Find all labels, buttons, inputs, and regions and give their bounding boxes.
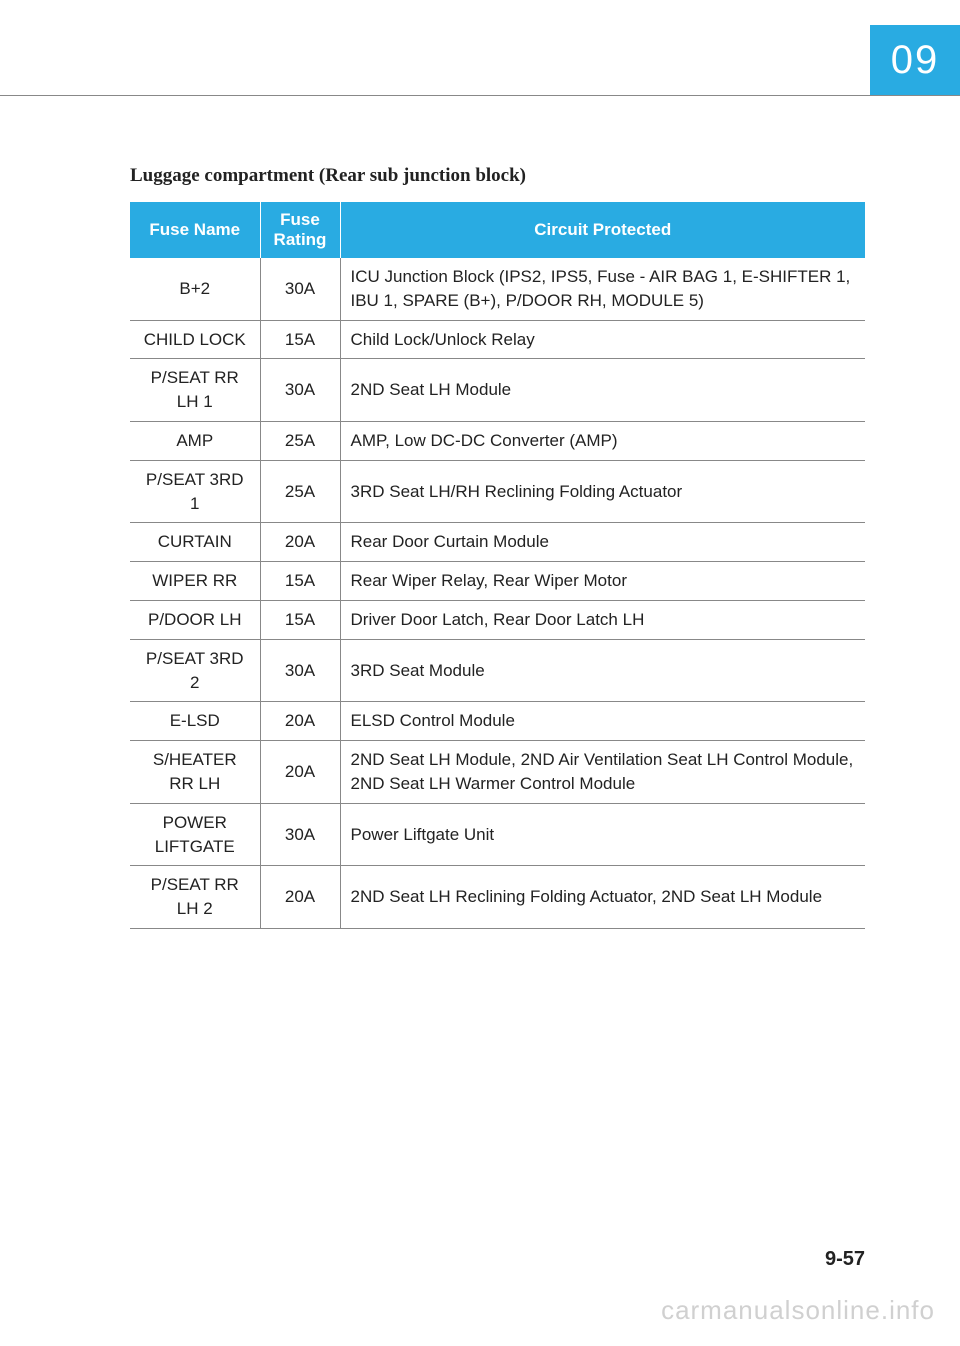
table-row: S/HEATER RR LH20A2ND Seat LH Module, 2ND… xyxy=(130,741,865,804)
cell-rating: 15A xyxy=(260,562,340,601)
cell-name: P/DOOR LH xyxy=(130,600,260,639)
cell-name: POWER LIFTGATE xyxy=(130,803,260,866)
cell-circuit: Rear Door Curtain Module xyxy=(340,523,865,562)
page-number: 9-57 xyxy=(825,1248,865,1271)
cell-circuit: 2ND Seat LH Module xyxy=(340,359,865,422)
cell-circuit: 2ND Seat LH Reclining Folding Actuator, … xyxy=(340,866,865,929)
cell-circuit: Power Liftgate Unit xyxy=(340,803,865,866)
cell-circuit: Child Lock/Unlock Relay xyxy=(340,320,865,359)
table-row: CURTAIN20ARear Door Curtain Module xyxy=(130,523,865,562)
cell-name: P/SEAT 3RD 2 xyxy=(130,639,260,702)
table-row: WIPER RR15ARear Wiper Relay, Rear Wiper … xyxy=(130,562,865,601)
cell-rating: 30A xyxy=(260,359,340,422)
cell-name: WIPER RR xyxy=(130,562,260,601)
cell-rating: 20A xyxy=(260,702,340,741)
cell-rating: 30A xyxy=(260,639,340,702)
table-header-row: Fuse Name Fuse Rating Circuit Protected xyxy=(130,202,865,258)
cell-rating: 20A xyxy=(260,866,340,929)
cell-name: AMP xyxy=(130,421,260,460)
cell-rating: 15A xyxy=(260,600,340,639)
cell-rating: 25A xyxy=(260,460,340,523)
col-header-fuse-rating: Fuse Rating xyxy=(260,202,340,258)
watermark: carmanualsonline.info xyxy=(661,1295,935,1326)
cell-name: P/SEAT 3RD 1 xyxy=(130,460,260,523)
col-header-circuit: Circuit Protected xyxy=(340,202,865,258)
table-row: AMP25AAMP, Low DC-DC Converter (AMP) xyxy=(130,421,865,460)
cell-rating: 15A xyxy=(260,320,340,359)
table-row: P/DOOR LH15ADriver Door Latch, Rear Door… xyxy=(130,600,865,639)
cell-name: E-LSD xyxy=(130,702,260,741)
cell-name: S/HEATER RR LH xyxy=(130,741,260,804)
cell-name: P/SEAT RR LH 1 xyxy=(130,359,260,422)
table-row: POWER LIFTGATE30APower Liftgate Unit xyxy=(130,803,865,866)
section-title: Luggage compartment (Rear sub junction b… xyxy=(130,165,865,187)
cell-rating: 20A xyxy=(260,523,340,562)
cell-circuit: ELSD Control Module xyxy=(340,702,865,741)
cell-circuit: 3RD Seat LH/RH Reclining Folding Actuato… xyxy=(340,460,865,523)
page-content: Luggage compartment (Rear sub junction b… xyxy=(130,165,865,929)
cell-rating: 20A xyxy=(260,741,340,804)
cell-circuit: Rear Wiper Relay, Rear Wiper Motor xyxy=(340,562,865,601)
table-row: B+230AICU Junction Block (IPS2, IPS5, Fu… xyxy=(130,258,865,320)
header-divider xyxy=(0,95,960,96)
cell-circuit: 3RD Seat Module xyxy=(340,639,865,702)
cell-name: B+2 xyxy=(130,258,260,320)
chapter-tab: 09 xyxy=(870,25,960,95)
table-row: CHILD LOCK15AChild Lock/Unlock Relay xyxy=(130,320,865,359)
table-body: B+230AICU Junction Block (IPS2, IPS5, Fu… xyxy=(130,258,865,928)
cell-circuit: AMP, Low DC-DC Converter (AMP) xyxy=(340,421,865,460)
table-row: P/SEAT 3RD 125A3RD Seat LH/RH Reclining … xyxy=(130,460,865,523)
cell-rating: 25A xyxy=(260,421,340,460)
cell-rating: 30A xyxy=(260,258,340,320)
cell-circuit: 2ND Seat LH Module, 2ND Air Ventilation … xyxy=(340,741,865,804)
table-row: P/SEAT RR LH 130A2ND Seat LH Module xyxy=(130,359,865,422)
table-row: P/SEAT RR LH 220A2ND Seat LH Reclining F… xyxy=(130,866,865,929)
cell-name: CHILD LOCK xyxy=(130,320,260,359)
cell-name: P/SEAT RR LH 2 xyxy=(130,866,260,929)
fuse-table: Fuse Name Fuse Rating Circuit Protected … xyxy=(130,202,865,929)
cell-name: CURTAIN xyxy=(130,523,260,562)
cell-circuit: Driver Door Latch, Rear Door Latch LH xyxy=(340,600,865,639)
table-row: P/SEAT 3RD 230A3RD Seat Module xyxy=(130,639,865,702)
table-row: E-LSD20AELSD Control Module xyxy=(130,702,865,741)
col-header-fuse-name: Fuse Name xyxy=(130,202,260,258)
cell-rating: 30A xyxy=(260,803,340,866)
cell-circuit: ICU Junction Block (IPS2, IPS5, Fuse - A… xyxy=(340,258,865,320)
